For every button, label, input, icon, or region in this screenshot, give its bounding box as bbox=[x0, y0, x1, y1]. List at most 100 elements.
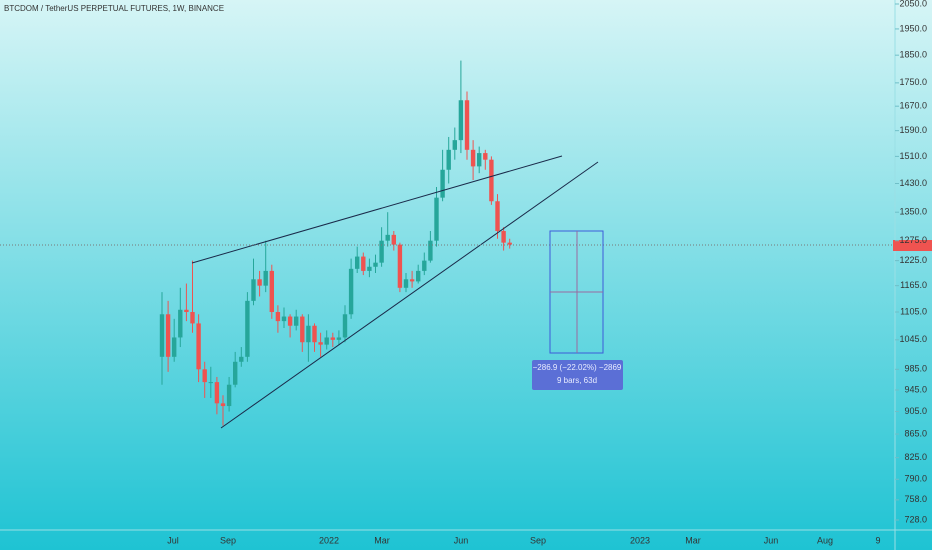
x-tick-label: Aug bbox=[817, 535, 833, 545]
y-tick-label: 985.0 bbox=[904, 364, 927, 374]
candle-body bbox=[477, 153, 482, 167]
candle-body bbox=[397, 244, 403, 288]
candle-body bbox=[446, 149, 451, 170]
y-tick-label: 1105.0 bbox=[900, 306, 927, 316]
candle-body bbox=[300, 316, 305, 343]
y-tick-label: 758.0 bbox=[904, 494, 927, 504]
candle-body bbox=[458, 100, 464, 141]
y-tick-label: 1225.0 bbox=[899, 255, 927, 265]
y-tick-label: 1275.0 bbox=[899, 235, 927, 245]
x-tick-label: Sep bbox=[220, 535, 236, 545]
y-tick-label: 1590.0 bbox=[899, 125, 927, 135]
y-tick-label: 865.0 bbox=[904, 428, 927, 438]
y-tick-label: 1510.0 bbox=[899, 151, 927, 161]
candle-body bbox=[287, 316, 293, 326]
candle-body bbox=[196, 323, 201, 370]
x-tick-label: Jul bbox=[167, 535, 179, 545]
candle-body bbox=[409, 279, 415, 282]
candle-body bbox=[269, 270, 274, 313]
y-tick-label: 1045.0 bbox=[899, 334, 927, 344]
candle-body bbox=[507, 242, 512, 245]
candle-body bbox=[159, 314, 165, 357]
candle-body bbox=[239, 356, 244, 362]
candle-body bbox=[361, 256, 366, 271]
y-tick-label: 790.0 bbox=[904, 474, 927, 484]
candle-body bbox=[367, 266, 372, 271]
x-tick-label: Jun bbox=[764, 535, 779, 545]
measure-duration: 9 bars, 63d bbox=[557, 376, 597, 385]
chart-title: BTCDOM / TetherUS PERPETUAL FUTURES, 1W,… bbox=[4, 4, 224, 13]
candles bbox=[159, 60, 512, 426]
price-badge bbox=[893, 240, 932, 251]
candle-body bbox=[245, 300, 250, 357]
candle-body bbox=[202, 369, 207, 383]
y-tick-label: 1165.0 bbox=[900, 280, 927, 290]
candle-body bbox=[385, 234, 390, 241]
candle-body bbox=[452, 140, 457, 150]
x-tick-label: Sep bbox=[530, 535, 546, 545]
candle-body bbox=[263, 270, 268, 286]
y-tick-label: 945.0 bbox=[904, 384, 927, 394]
y-tick-label: 1430.0 bbox=[899, 178, 927, 188]
candle-body bbox=[428, 240, 433, 261]
x-tick-label: Mar bbox=[685, 535, 701, 545]
measure-label-box bbox=[532, 360, 623, 390]
x-tick-label: Jun bbox=[454, 535, 469, 545]
candle-body bbox=[208, 382, 213, 384]
candle-body bbox=[233, 361, 238, 385]
candle-body bbox=[379, 240, 384, 263]
trend-line-upper bbox=[191, 155, 563, 264]
y-tick-label: 1670.0 bbox=[899, 101, 927, 111]
candle-body bbox=[342, 314, 348, 338]
candle-body bbox=[355, 256, 360, 269]
x-tick-label: 2023 bbox=[630, 535, 650, 545]
candle-body bbox=[434, 197, 439, 241]
candle-body bbox=[495, 201, 500, 232]
candle-body bbox=[422, 260, 427, 271]
measure-change: −286.9 (−22.02%) −2869 bbox=[533, 363, 622, 372]
candle-body bbox=[257, 279, 262, 286]
candle-body bbox=[348, 268, 354, 315]
candle-body bbox=[226, 384, 232, 407]
candle-body bbox=[178, 309, 183, 338]
x-tick-label: 2022 bbox=[319, 535, 339, 545]
y-tick-label: 825.0 bbox=[904, 452, 927, 462]
candle-body bbox=[306, 325, 311, 343]
candle-body bbox=[184, 309, 189, 313]
candle-body bbox=[324, 337, 329, 345]
candle-body bbox=[416, 270, 421, 282]
candle-body bbox=[275, 312, 281, 322]
candle-body bbox=[318, 342, 323, 345]
candle-body bbox=[330, 337, 335, 340]
candle-body bbox=[165, 314, 171, 357]
candle-body bbox=[294, 316, 299, 326]
candle-body bbox=[470, 149, 476, 167]
candle-body bbox=[281, 316, 287, 322]
y-tick-label: 1350.0 bbox=[899, 207, 927, 217]
y-tick-label: 728.0 bbox=[904, 514, 927, 524]
y-tick-label: 905.0 bbox=[904, 406, 927, 416]
candle-body bbox=[483, 153, 488, 160]
candle-body bbox=[440, 169, 445, 198]
y-tick-label: 1950.0 bbox=[899, 23, 927, 33]
trend-line-lower bbox=[220, 161, 599, 429]
candle-body bbox=[501, 231, 506, 243]
y-tick-label: 1850.0 bbox=[899, 50, 927, 60]
x-tick-label: 9 bbox=[875, 535, 880, 545]
candle-body bbox=[403, 279, 409, 288]
candle-body bbox=[336, 337, 342, 340]
candle-body bbox=[251, 279, 256, 301]
candle-body bbox=[373, 262, 378, 267]
candle-body bbox=[489, 159, 494, 202]
y-tick-label: 2050.0 bbox=[899, 0, 927, 8]
candle-body bbox=[214, 382, 220, 404]
candle-body bbox=[172, 337, 177, 357]
candle-body bbox=[312, 325, 317, 343]
y-tick-label: 1750.0 bbox=[899, 77, 927, 87]
x-tick-label: Mar bbox=[374, 535, 390, 545]
candle-body bbox=[190, 312, 195, 324]
candle-body bbox=[220, 403, 226, 407]
candle-body bbox=[391, 234, 396, 245]
